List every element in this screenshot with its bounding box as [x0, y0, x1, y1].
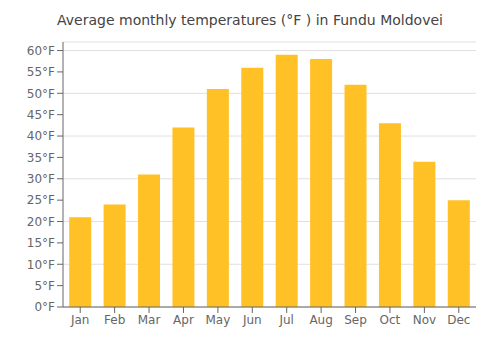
svg-text:Aug: Aug	[309, 313, 332, 327]
svg-text:Jun: Jun	[242, 313, 262, 327]
svg-text:25°F: 25°F	[27, 193, 55, 207]
svg-text:45°F: 45°F	[27, 108, 55, 122]
svg-text:30°F: 30°F	[27, 172, 55, 186]
svg-text:Feb: Feb	[104, 313, 125, 327]
svg-text:May: May	[205, 313, 230, 327]
svg-text:60°F: 60°F	[27, 44, 55, 58]
svg-text:Oct: Oct	[380, 313, 401, 327]
svg-text:Dec: Dec	[447, 313, 470, 327]
svg-text:50°F: 50°F	[27, 87, 55, 101]
svg-text:Jul: Jul	[278, 313, 293, 327]
svg-text:55°F: 55°F	[27, 65, 55, 79]
svg-text:Jan: Jan	[70, 313, 90, 327]
svg-text:40°F: 40°F	[27, 129, 55, 143]
svg-text:Nov: Nov	[413, 313, 436, 327]
svg-text:Mar: Mar	[138, 313, 161, 327]
svg-text:Sep: Sep	[344, 313, 367, 327]
html-text:Average monthly temperatures (: Average monthly temperatures (°F ) in Fu…	[57, 12, 443, 28]
svg-text:15°F: 15°F	[27, 236, 55, 250]
svg-text:10°F: 10°F	[27, 258, 55, 272]
svg-text:5°F: 5°F	[34, 279, 55, 293]
svg-text:Apr: Apr	[173, 313, 194, 327]
svg-text:35°F: 35°F	[27, 151, 55, 165]
svg-text:20°F: 20°F	[27, 215, 55, 229]
svg-text:0°F: 0°F	[34, 300, 55, 314]
